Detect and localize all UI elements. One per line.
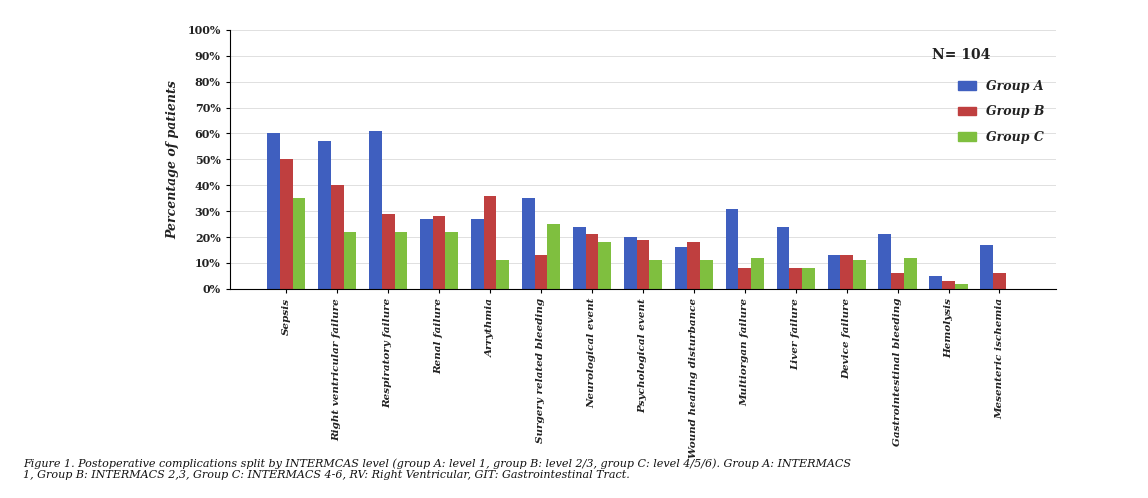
Bar [636,240,650,289]
Bar [382,214,395,289]
Bar [878,235,891,289]
Bar [420,219,433,289]
Text: Figure 1. Postoperative complications split by INTERMCAS level (group A: level 1: Figure 1. Postoperative complications sp… [23,458,851,481]
Y-axis label: Percentage of patients: Percentage of patients [165,80,179,239]
Bar [980,245,993,289]
Bar [840,255,853,289]
Bar [598,242,611,289]
Bar [828,255,840,289]
Bar [955,284,968,289]
Bar [675,248,688,289]
Bar [930,276,943,289]
Bar [738,268,751,289]
Bar [891,273,903,289]
Bar [369,131,382,289]
Bar [790,268,802,289]
Bar [293,198,305,289]
Bar [903,258,917,289]
Bar [573,227,585,289]
Bar [267,133,280,289]
Bar [471,219,483,289]
Bar [343,232,356,289]
Bar [331,185,343,289]
Bar [688,242,700,289]
Bar [433,216,445,289]
Bar [802,268,815,289]
Bar [280,159,293,289]
Bar [623,237,636,289]
Bar [483,196,496,289]
Bar [535,255,548,289]
Bar [445,232,458,289]
Bar [853,260,866,289]
Text: N= 104: N= 104 [932,48,991,62]
Bar [700,260,713,289]
Bar [395,232,408,289]
Bar [726,209,738,289]
Bar [496,260,510,289]
Bar [751,258,763,289]
Bar [548,224,560,289]
Bar [585,235,598,289]
Bar [522,198,535,289]
Bar [650,260,662,289]
Bar [943,281,955,289]
Bar [993,273,1006,289]
Bar [776,227,790,289]
Legend: Group A, Group B, Group C: Group A, Group B, Group C [953,75,1050,149]
Bar [318,141,331,289]
